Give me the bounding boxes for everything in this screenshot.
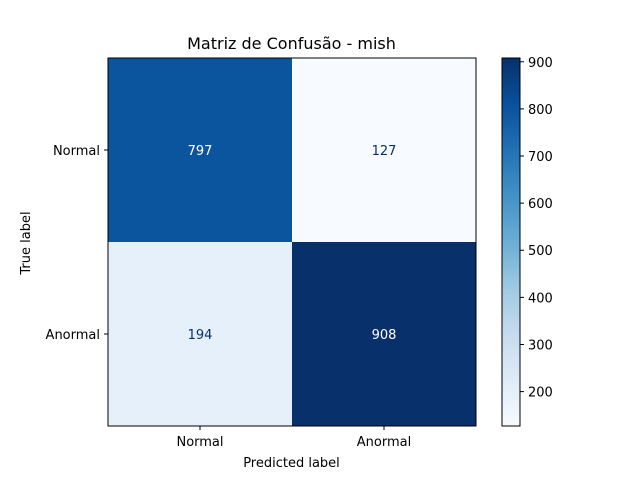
- y-axis-label: True label: [19, 211, 34, 275]
- colorbar: [501, 57, 521, 427]
- colorbar-tick-label: 800: [528, 103, 553, 118]
- cell-value-label: 127: [372, 144, 397, 159]
- chart-title: Matriz de Confusão - mish: [187, 34, 396, 53]
- colorbar-tick-label: 500: [528, 244, 553, 259]
- plot-frame: [107, 57, 477, 427]
- heatmap-cell: [292, 58, 476, 242]
- colorbar-tick-label: 400: [528, 291, 553, 306]
- x-axis-label: Predicted label: [243, 456, 340, 471]
- colorbar-tick-label: 600: [528, 197, 553, 212]
- colorbar-tick-label: 300: [528, 338, 553, 353]
- x-tick-label: Anormal: [357, 435, 411, 450]
- heatmap-cell: [108, 242, 292, 426]
- colorbar-tick-label: 700: [528, 150, 553, 165]
- heatmap-cell: [108, 58, 292, 242]
- cell-value-label: 194: [188, 328, 213, 343]
- colorbar-tick-label: 200: [528, 386, 553, 401]
- y-tick-label: Anormal: [46, 328, 100, 343]
- y-tick-label: Normal: [53, 144, 100, 159]
- heatmap-cell: [292, 242, 476, 426]
- x-tick-label: Normal: [176, 435, 223, 450]
- cell-value-label: 797: [188, 144, 213, 159]
- colorbar-tick-label: 900: [528, 56, 553, 71]
- cell-value-label: 908: [372, 328, 397, 343]
